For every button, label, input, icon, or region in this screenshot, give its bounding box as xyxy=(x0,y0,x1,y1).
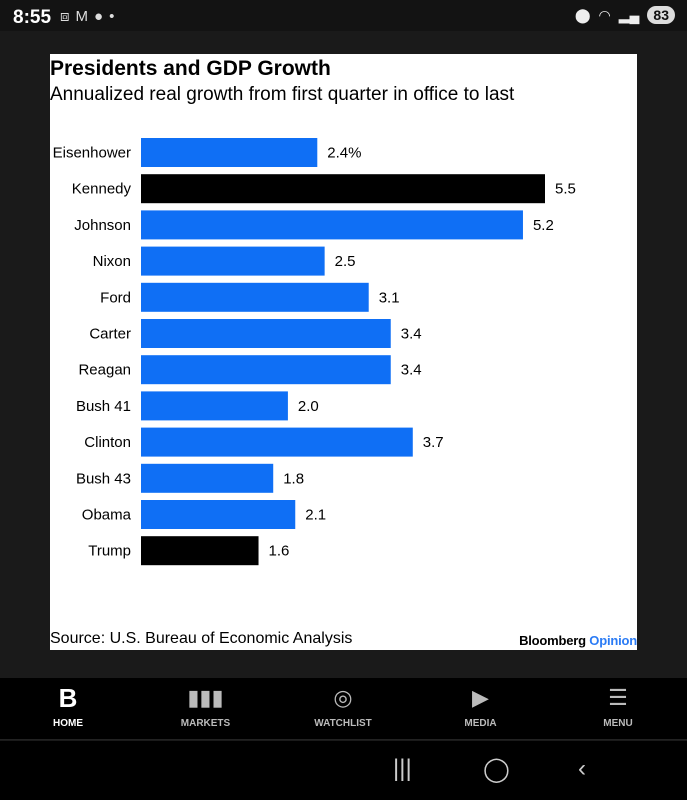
play-icon: ▶ xyxy=(472,685,489,710)
bar-clinton xyxy=(141,427,413,457)
bar-eisenhower xyxy=(141,138,318,167)
nav-media[interactable]: ▶ MEDIA xyxy=(431,678,531,729)
bloomberg-opinion-logo: Bloomberg Opinion xyxy=(519,633,637,648)
nav-label: MARKETS xyxy=(180,718,231,729)
menu-icon: ☰ xyxy=(608,685,628,710)
value-label: 5.5 xyxy=(555,181,576,198)
bottom-nav: B HOME ▮▮▮ MARKETS ◎ WATCHLIST ▶ MEDIA ☰ MENU xyxy=(0,678,687,740)
bar-ford xyxy=(141,282,369,312)
bar-bush-41 xyxy=(141,391,288,421)
chart-source: Source: U.S. Bureau of Economic Analysis xyxy=(50,630,353,647)
nav-menu[interactable]: ☰ MENU xyxy=(568,678,668,729)
dot-icon: • xyxy=(109,8,115,25)
chart-title: Presidents and GDP Growth xyxy=(50,57,331,80)
category-label: Nixon xyxy=(93,253,131,270)
value-label: 3.7 xyxy=(423,434,444,451)
bar-obama xyxy=(141,500,296,529)
eye-icon: ◎ xyxy=(333,685,353,710)
value-label: 5.2 xyxy=(533,217,554,234)
bar-johnson xyxy=(141,210,523,240)
back-icon[interactable]: ‹ xyxy=(578,755,586,782)
category-label: Reagan xyxy=(78,362,131,379)
home-icon[interactable]: ◯ xyxy=(483,756,510,783)
nav-home[interactable]: B HOME xyxy=(18,678,118,730)
bar-carter xyxy=(141,319,391,348)
value-label: 1.8 xyxy=(283,470,304,487)
screenshot-icon: ⧈ xyxy=(60,8,70,25)
bar-chart: Eisenhower 2.4% Kennedy 5.5 Johnson 5.2 Nixon 2… xyxy=(53,138,576,566)
app-icon: ● xyxy=(94,8,104,25)
category-label: Johnson xyxy=(74,217,131,234)
bar-reagan xyxy=(141,355,391,385)
signal-icon: ▂▄ xyxy=(618,6,640,23)
clock: 8:55 xyxy=(13,7,52,28)
brand-suffix: Opinion xyxy=(589,633,637,648)
chart-card: Presidents and GDP Growth Annualized rea… xyxy=(50,54,637,650)
bar-chart-icon: ▮▮▮ xyxy=(187,685,224,710)
value-label: 1.6 xyxy=(269,543,290,560)
category-label: Carter xyxy=(89,326,131,343)
nav-watchlist[interactable]: ◎ WATCHLIST xyxy=(293,678,393,729)
category-label: Kennedy xyxy=(72,181,132,198)
system-nav: ||| ◯ ‹ xyxy=(0,741,687,800)
value-label: 2.4% xyxy=(327,145,361,162)
category-label: Eisenhower xyxy=(53,145,131,162)
nav-label: MEDIA xyxy=(464,718,497,729)
battery-icon: 83 xyxy=(647,6,675,24)
bloomberg-b-icon: B xyxy=(58,682,78,713)
location-icon: ⬤ xyxy=(574,6,591,23)
value-label: 3.4 xyxy=(401,326,422,343)
category-label: Ford xyxy=(100,289,131,306)
brand-name: Bloomberg xyxy=(519,633,586,648)
nav-label: WATCHLIST xyxy=(314,718,372,729)
gmail-icon: M xyxy=(75,8,89,25)
value-label: 2.5 xyxy=(335,253,356,270)
bar-kennedy xyxy=(141,174,545,204)
bar-bush-43 xyxy=(141,463,274,493)
status-bar: 8:55 ⧈ M ● • ⬤ ◠ ▂▄ 83 xyxy=(0,0,687,31)
recent-apps-icon[interactable]: ||| xyxy=(393,755,412,782)
category-label: Trump xyxy=(88,543,131,560)
chart-subtitle: Annualized real growth from first quarte… xyxy=(50,84,515,105)
value-label: 2.1 xyxy=(305,507,326,524)
value-label: 3.1 xyxy=(379,289,400,306)
category-label: Bush 43 xyxy=(76,470,131,487)
nav-label: HOME xyxy=(53,718,83,729)
nav-label: MENU xyxy=(603,718,633,729)
value-label: 2.0 xyxy=(298,398,319,415)
nav-markets[interactable]: ▮▮▮ MARKETS xyxy=(156,678,256,729)
category-label: Obama xyxy=(82,507,132,524)
wifi-icon: ◠ xyxy=(598,6,611,23)
bar-nixon xyxy=(141,246,325,276)
category-label: Clinton xyxy=(84,434,131,451)
value-label: 3.4 xyxy=(401,362,422,379)
category-label: Bush 41 xyxy=(76,398,131,415)
bar-trump xyxy=(141,536,259,566)
